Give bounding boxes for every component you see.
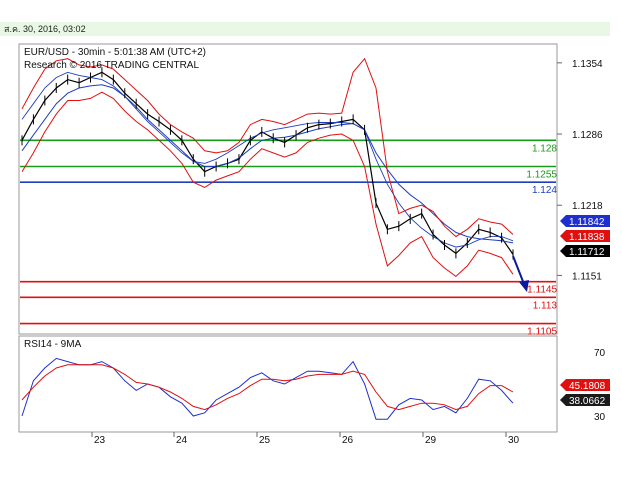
rsi-tick-label: 70 [594, 348, 606, 359]
level-label-5: 1.1105 [527, 327, 557, 338]
x-tick-label: 29 [425, 435, 437, 446]
level-label-1: 1.1255 [526, 169, 557, 180]
rsi-tag-bg [560, 394, 610, 406]
level-label-4: 1.113 [533, 300, 558, 311]
down-arrow-icon [512, 255, 529, 292]
y-tick-label: 1.1286 [572, 130, 603, 141]
rsi-series [21, 357, 514, 420]
bb-lower-line [21, 91, 514, 278]
bb-upper-line [21, 57, 514, 238]
ma-line-2 [21, 71, 514, 248]
x-tick-label: 23 [94, 435, 106, 446]
price-series [21, 57, 514, 278]
price-tag-label: 1.11842 [569, 217, 605, 228]
rsi-title: RSI14 - 9MA [24, 339, 82, 350]
price-tag-label: 1.11838 [569, 232, 605, 243]
level-label-3: 1.1145 [527, 285, 557, 296]
rsi-line [21, 357, 514, 420]
level-label-0: 1.128 [532, 143, 557, 154]
y-tick-label: 1.1354 [572, 59, 603, 70]
price-tag-bg [560, 215, 610, 227]
y-tick-label: 1.1218 [572, 201, 603, 212]
price-tag-label: 1.11712 [569, 247, 605, 258]
x-tick-label: 30 [508, 435, 520, 446]
price-panel-frame [18, 43, 558, 335]
rsi-tag-bg [560, 379, 610, 391]
timestamp: ส.ค. 30, 2016, 03:02 [4, 24, 86, 34]
price-line [21, 71, 514, 255]
rsi-tick-label: 30 [594, 412, 606, 423]
rsi-ma-line [21, 364, 514, 411]
y-tick-label: 1.1151 [572, 271, 602, 282]
x-tick-label: 25 [259, 435, 271, 446]
chart-title: EUR/USD - 30min - 5:01:38 AM (UTC+2) [24, 47, 206, 58]
rsi-panel-frame [18, 335, 558, 433]
rsi-tag-label: 45.1808 [569, 381, 606, 392]
price-tag-bg [560, 245, 610, 257]
level-label-2: 1.124 [532, 185, 557, 196]
price-tag-bg [560, 230, 610, 242]
timestamp-bar: ส.ค. 30, 2016, 03:02 [0, 22, 610, 36]
x-tick-label: 24 [176, 435, 188, 446]
x-tick-label: 26 [342, 435, 354, 446]
support-resistance-levels: 1.128 1.1255 1.124 1.1145 1.113 1.1105 [20, 139, 558, 338]
ma-line [21, 84, 514, 244]
axes: 1.13541.12861.12181.11517050302324252629… [91, 59, 606, 446]
rsi-tag-label: 38.0662 [569, 396, 606, 407]
chart-subtitle: Research © 2016 TRADING CENTRAL [24, 60, 199, 71]
value-tags: 1.11842 1.11838 1.11712 45.1808 38.0662 [560, 215, 610, 407]
